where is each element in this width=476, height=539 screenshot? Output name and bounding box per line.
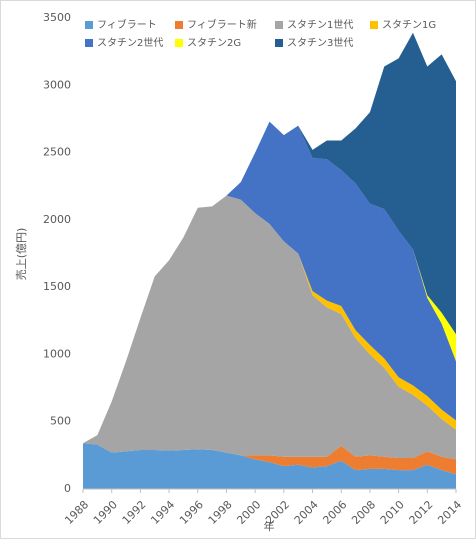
legend-swatch xyxy=(275,39,283,47)
y-tick-label: 2500 xyxy=(43,146,71,159)
area xyxy=(83,32,456,444)
y-tick-label: 3000 xyxy=(43,78,71,91)
legend: フィブラート フィブラート新 スタチン1世代 スタチン1G スタチン2世代 スタチン2G ス… xyxy=(85,18,436,49)
legend-label: スタチン2世代 xyxy=(97,37,163,49)
legend-label: スタチン1世代 xyxy=(287,19,353,31)
legend-swatch xyxy=(175,39,183,47)
legend-swatch xyxy=(85,39,93,47)
legend-swatch xyxy=(275,21,283,29)
legend-label: スタチン1G xyxy=(382,19,436,31)
y-tick-label: 500 xyxy=(50,415,71,428)
legend-label: フィブラート新 xyxy=(187,18,257,31)
y-tick-label: 2000 xyxy=(43,213,71,226)
y-tick-label: 3500 xyxy=(43,11,71,24)
area xyxy=(83,443,456,475)
area xyxy=(83,443,456,489)
legend-label: スタチン3世代 xyxy=(287,37,353,49)
area xyxy=(83,195,456,460)
x-axis-label: 年 xyxy=(264,519,275,533)
y-axis-label: 売上(億円) xyxy=(15,228,28,281)
legend-swatch xyxy=(85,21,93,29)
y-tick-label: 1000 xyxy=(43,347,71,360)
y-tick-label: 1500 xyxy=(43,280,71,293)
legend-label: スタチン2G xyxy=(187,37,241,49)
y-tick-label: 0 xyxy=(64,482,71,495)
legend-label: フィブラート xyxy=(97,18,157,31)
area xyxy=(83,121,456,444)
legend-swatch xyxy=(175,21,183,29)
legend-swatch xyxy=(370,21,378,29)
